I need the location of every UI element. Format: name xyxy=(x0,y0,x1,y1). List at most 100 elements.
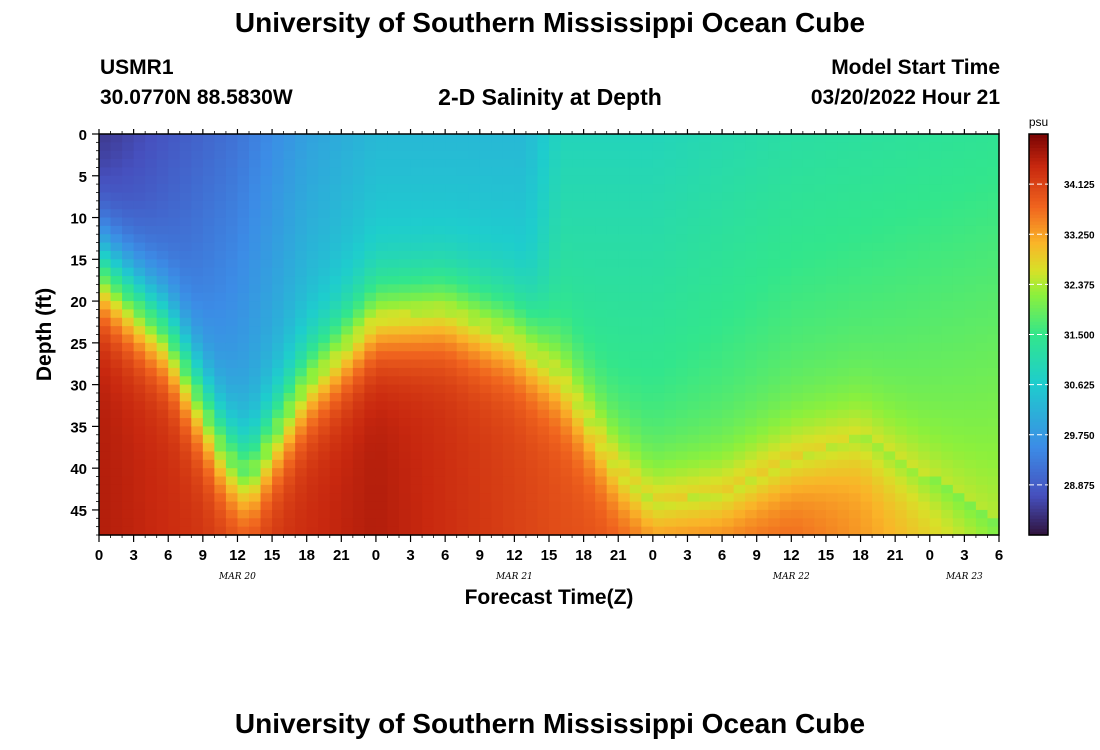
heatmap-cell xyxy=(987,434,1000,444)
x-tick-label: 0 xyxy=(95,547,103,564)
heatmap-cell xyxy=(272,150,285,160)
heatmap-cell xyxy=(975,459,989,469)
heatmap-cell xyxy=(272,434,285,444)
heatmap-cell xyxy=(272,384,285,394)
heatmap-cell xyxy=(802,351,815,361)
heatmap-cell xyxy=(179,217,192,227)
heatmap-cell xyxy=(422,217,435,227)
heatmap-cell xyxy=(318,392,331,402)
colorbar-segment xyxy=(1029,381,1048,386)
heatmap-cell xyxy=(618,376,631,386)
heatmap-cell xyxy=(675,434,689,444)
heatmap-cell xyxy=(341,493,354,503)
heatmap-cell xyxy=(168,159,181,169)
heatmap-cell xyxy=(456,484,469,494)
heatmap-cell xyxy=(306,200,319,210)
heatmap-cell xyxy=(179,200,192,210)
heatmap-cell xyxy=(664,276,677,285)
heatmap-cell xyxy=(768,267,781,277)
heatmap-cell xyxy=(502,192,515,202)
heatmap-cell xyxy=(652,209,665,219)
heatmap-cell xyxy=(145,401,158,411)
heatmap-cell xyxy=(560,351,573,361)
heatmap-cell xyxy=(699,134,712,143)
heatmap-cell xyxy=(352,250,365,260)
colorbar-segment xyxy=(1029,387,1048,392)
heatmap-cell xyxy=(237,392,250,402)
y-tick-label: 20 xyxy=(70,294,87,311)
heatmap-cell xyxy=(306,342,319,352)
heatmap-cell xyxy=(883,443,896,453)
heatmap-cell xyxy=(502,209,515,219)
heatmap-cell xyxy=(145,317,158,327)
heatmap-cell xyxy=(687,518,700,528)
heatmap-cell xyxy=(525,200,539,210)
heatmap-cell xyxy=(179,409,192,419)
heatmap-cell xyxy=(502,159,515,169)
heatmap-cell xyxy=(329,326,342,336)
colorbar-segment xyxy=(1029,334,1048,339)
heatmap-cell xyxy=(710,434,723,444)
heatmap-cell xyxy=(606,459,619,469)
heatmap-cell xyxy=(514,276,527,285)
heatmap-cell xyxy=(387,200,400,210)
heatmap-cell xyxy=(375,150,389,160)
heatmap-cell xyxy=(572,175,585,185)
heatmap-cell xyxy=(837,359,850,369)
heatmap-cell xyxy=(768,301,781,311)
heatmap-cell xyxy=(295,484,308,494)
heatmap-cell xyxy=(618,200,631,210)
heatmap-cell xyxy=(606,326,619,336)
heatmap-cell xyxy=(964,242,977,252)
heatmap-cell xyxy=(133,342,146,352)
heatmap-cell xyxy=(929,200,942,210)
heatmap-cell xyxy=(352,434,365,444)
heatmap-cell xyxy=(468,459,481,469)
heatmap-cell xyxy=(202,367,215,377)
heatmap-cell xyxy=(306,501,319,511)
heatmap-cell xyxy=(895,309,908,319)
heatmap-cell xyxy=(595,184,608,194)
colorbar-segment xyxy=(1029,464,1048,469)
heatmap-cell xyxy=(733,451,746,461)
heatmap-cell xyxy=(652,501,665,511)
heatmap-cell xyxy=(756,225,769,235)
heatmap-cell xyxy=(456,367,469,377)
heatmap-cell xyxy=(929,225,942,235)
heatmap-cell xyxy=(895,326,908,336)
y-tick-label: 0 xyxy=(79,127,87,144)
heatmap-cell xyxy=(433,493,446,503)
heatmap-cell xyxy=(549,192,562,202)
heatmap-cell xyxy=(849,259,862,269)
heatmap-cell xyxy=(306,351,319,361)
heatmap-cell xyxy=(179,267,192,277)
heatmap-cell xyxy=(779,451,792,461)
heatmap-cell xyxy=(375,476,389,486)
colorbar-segment xyxy=(1029,174,1048,179)
heatmap-cell xyxy=(364,217,377,227)
heatmap-cell xyxy=(964,142,977,152)
heatmap-cell xyxy=(699,526,712,536)
heatmap-cell xyxy=(99,134,112,143)
heatmap-cell xyxy=(987,142,1000,152)
heatmap-cell xyxy=(883,317,896,327)
heatmap-cell xyxy=(191,376,204,386)
heatmap-cell xyxy=(952,443,965,453)
heatmap-cell xyxy=(99,192,112,202)
heatmap-cell xyxy=(549,309,562,319)
heatmap-cell xyxy=(964,259,977,269)
heatmap-cell xyxy=(964,518,977,528)
heatmap-cell xyxy=(710,501,723,511)
heatmap-cell xyxy=(306,359,319,369)
colorbar-segment xyxy=(1029,170,1048,175)
heatmap-cell xyxy=(802,292,815,302)
heatmap-cell xyxy=(237,301,250,311)
heatmap-cell xyxy=(295,301,308,311)
heatmap-cell xyxy=(133,476,146,486)
heatmap-cell xyxy=(929,209,942,219)
heatmap-cell xyxy=(283,351,296,361)
heatmap-cell xyxy=(179,443,192,453)
heatmap-cell xyxy=(860,409,873,419)
heatmap-cell xyxy=(814,150,827,160)
heatmap-cell xyxy=(710,142,723,152)
